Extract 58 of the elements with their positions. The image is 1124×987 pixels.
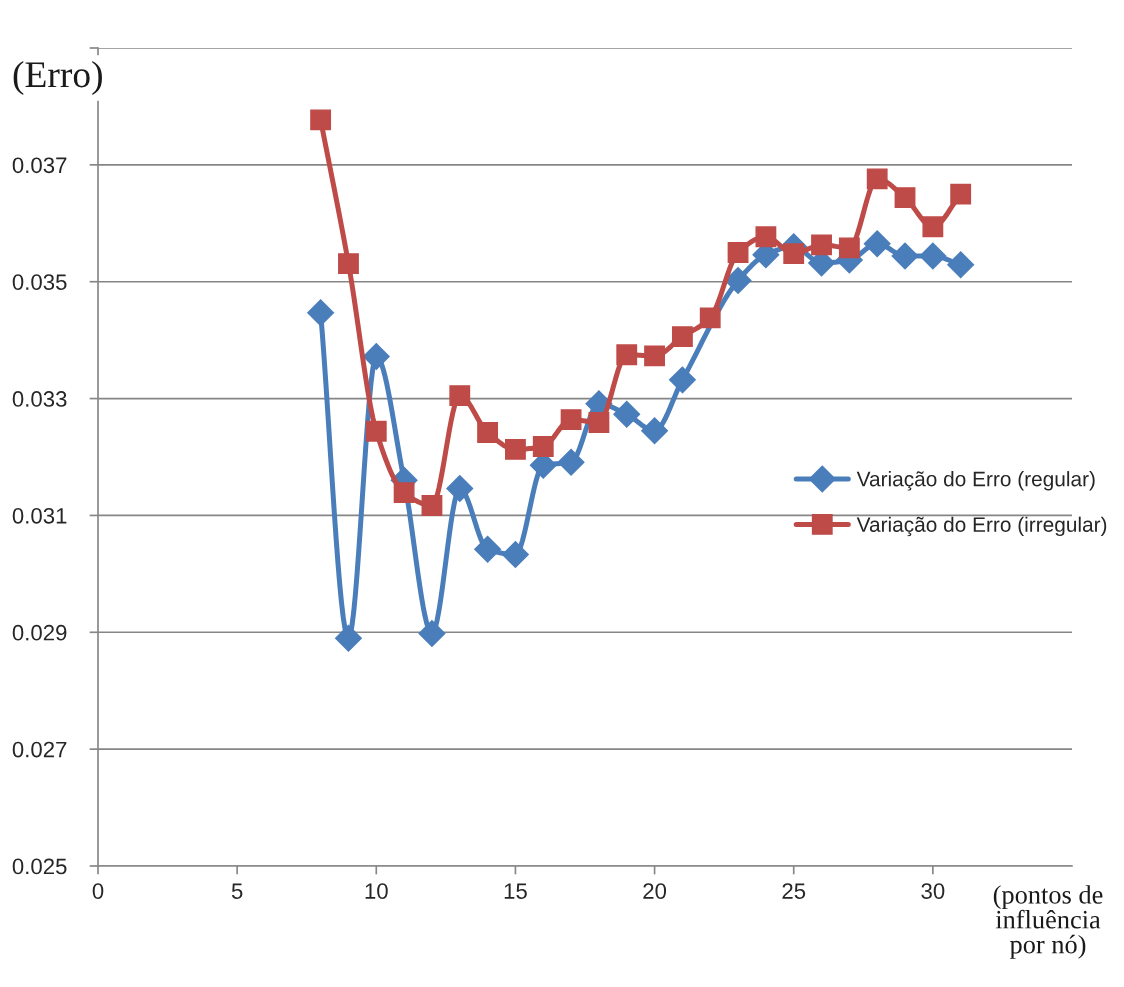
point — [338, 253, 359, 275]
point — [477, 422, 499, 443]
point — [449, 385, 471, 407]
point — [891, 242, 919, 270]
point — [919, 242, 947, 270]
point — [505, 438, 526, 460]
y-tick-label: 0.029 — [12, 624, 67, 641]
point — [838, 237, 860, 259]
point — [560, 409, 582, 431]
point — [641, 417, 669, 445]
point — [362, 343, 390, 370]
point — [501, 541, 529, 569]
x-tick-label: 15 — [504, 883, 527, 899]
x-tick-label: 5 — [231, 883, 243, 899]
point — [393, 482, 415, 504]
legend-label: Variação do Erro (regular) — [856, 471, 1095, 491]
y-tick-label: 0.035 — [12, 274, 67, 290]
point — [365, 420, 387, 442]
point — [811, 234, 832, 256]
point — [866, 168, 888, 190]
point — [421, 495, 443, 516]
point — [724, 267, 752, 295]
point — [668, 366, 696, 394]
x-tick-label: 25 — [782, 883, 806, 899]
point — [557, 448, 585, 476]
point — [334, 624, 362, 652]
point — [307, 299, 335, 327]
point — [532, 436, 554, 457]
x-tick-label: 30 — [921, 883, 945, 899]
y-tick-label: 0.037 — [12, 157, 67, 174]
y-axis-title: (Erro) — [13, 61, 102, 95]
x-tick-label: 20 — [643, 883, 667, 899]
point — [613, 400, 641, 428]
point — [755, 226, 777, 248]
x-tick-label: 10 — [365, 883, 388, 899]
y-tick-label: 0.027 — [12, 741, 67, 758]
point — [922, 216, 944, 238]
point — [418, 619, 446, 647]
point — [644, 345, 665, 367]
point — [671, 326, 693, 348]
point — [783, 243, 805, 265]
point — [950, 183, 972, 205]
point — [699, 307, 721, 329]
y-tick-label: 0.031 — [12, 507, 67, 524]
point — [588, 412, 610, 433]
point — [310, 109, 332, 131]
y-tick-label: 0.033 — [12, 391, 67, 407]
point — [727, 242, 749, 263]
x-tick-label: 0 — [92, 883, 104, 899]
point — [894, 187, 916, 208]
point — [863, 230, 891, 258]
point — [446, 475, 474, 503]
point — [616, 344, 638, 366]
point — [947, 251, 975, 279]
y-tick-label: 0.025 — [12, 858, 67, 875]
x-axis-title: (pontos de influência por nó) — [993, 885, 1103, 959]
legend-label: Variação do Erro (irregular) — [856, 516, 1107, 537]
point — [474, 535, 502, 563]
